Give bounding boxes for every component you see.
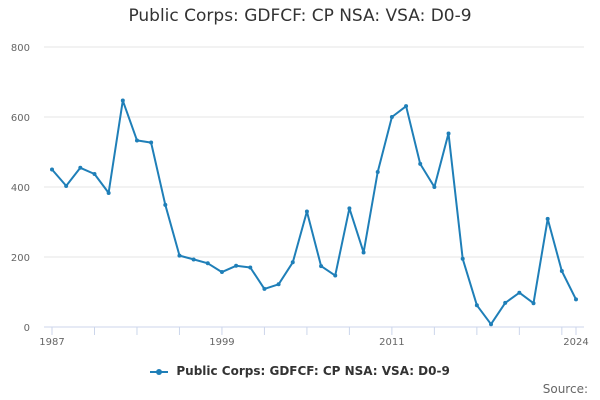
x-tick-label: 2011 (379, 337, 404, 348)
y-tick-label: 400 (11, 183, 30, 194)
data-point[interactable] (50, 167, 54, 172)
data-point[interactable] (531, 301, 536, 306)
data-point[interactable] (432, 185, 437, 189)
series-line (51, 99, 577, 326)
data-point[interactable] (460, 256, 465, 261)
data-point[interactable] (333, 273, 338, 278)
y-tick-label: 800 (11, 43, 30, 54)
y-tick-label: 0 (24, 323, 30, 334)
data-point[interactable] (149, 140, 154, 145)
data-point[interactable] (276, 282, 281, 287)
data-point[interactable] (163, 202, 168, 207)
legend-swatch (150, 367, 169, 377)
data-point[interactable] (489, 322, 494, 327)
axis-layer: 0 200 400 600 800 1987 1999 2011 2024 (11, 43, 589, 348)
data-point[interactable] (134, 138, 139, 143)
data-point[interactable] (361, 250, 366, 255)
data-point[interactable] (120, 98, 125, 103)
data-point[interactable] (219, 270, 224, 275)
grid-layer (44, 46, 584, 258)
data-point[interactable] (474, 303, 479, 308)
x-tick-label: 2024 (563, 337, 588, 348)
data-point[interactable] (177, 253, 182, 258)
data-point[interactable] (574, 297, 578, 302)
data-point[interactable] (106, 190, 111, 195)
x-tick-label: 1987 (39, 337, 64, 348)
data-point[interactable] (418, 161, 423, 166)
legend-label: Public Corps: GDFCF: CP NSA: VSA: D0-9 (176, 364, 450, 378)
data-point[interactable] (64, 183, 69, 188)
data-point[interactable] (234, 263, 239, 268)
legend[interactable]: Public Corps: GDFCF: CP NSA: VSA: D0-9 (0, 364, 600, 378)
data-point[interactable] (304, 209, 309, 214)
series-layer (50, 98, 578, 327)
data-point[interactable] (290, 260, 295, 265)
data-point[interactable] (545, 216, 550, 221)
data-point[interactable] (559, 269, 564, 273)
source-label: Source: (542, 382, 588, 396)
data-point[interactable] (389, 115, 394, 119)
data-point[interactable] (319, 264, 324, 269)
data-point[interactable] (248, 265, 253, 270)
data-point[interactable] (446, 131, 451, 136)
data-point[interactable] (205, 261, 210, 266)
data-point[interactable] (347, 206, 352, 211)
x-tick-label: 1999 (209, 337, 234, 348)
data-point[interactable] (78, 165, 83, 170)
data-point[interactable] (262, 286, 267, 291)
y-tick-label: 200 (11, 253, 30, 264)
data-point[interactable] (503, 300, 508, 305)
data-point[interactable] (191, 257, 196, 262)
data-point[interactable] (517, 290, 522, 295)
data-point[interactable] (375, 169, 380, 174)
y-tick-label: 600 (11, 113, 30, 124)
chart-title: Public Corps: GDFCF: CP NSA: VSA: D0-9 (128, 6, 472, 26)
data-point[interactable] (404, 104, 409, 109)
data-point[interactable] (92, 172, 97, 177)
